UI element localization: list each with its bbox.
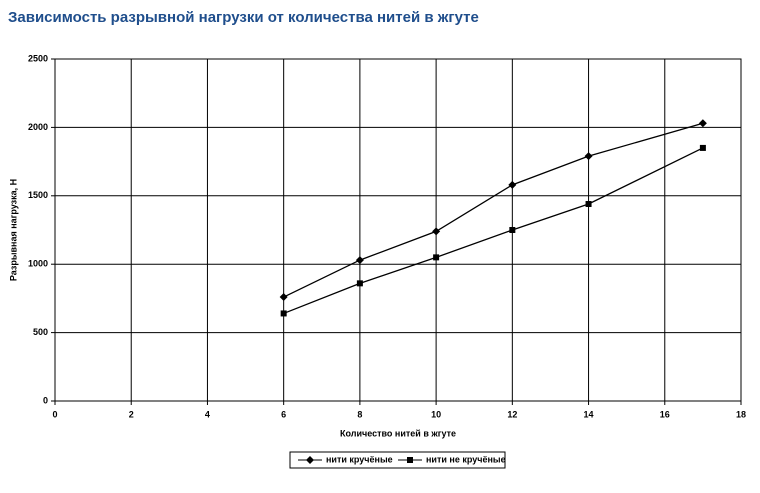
legend-box — [289, 451, 506, 469]
marker — [280, 310, 287, 317]
marker — [355, 256, 364, 265]
x-tick-label: 18 — [736, 409, 746, 419]
line — [283, 147, 704, 315]
marker — [699, 144, 706, 151]
y-axis-label: Разрывная нагрузка, Н — [8, 179, 18, 281]
x-tick-label: 12 — [507, 409, 517, 419]
marker — [508, 180, 517, 189]
marker — [509, 227, 516, 233]
y-tick-label: 0 — [43, 395, 48, 405]
y-tick-label: 2500 — [28, 53, 48, 63]
y-tick-label: 1000 — [28, 259, 48, 269]
y-tick-label: 2000 — [28, 122, 48, 132]
x-tick-label: 16 — [660, 409, 670, 419]
x-tick-label: 2 — [129, 409, 134, 419]
marker — [433, 254, 440, 261]
plot-area — [54, 58, 742, 402]
x-tick-label: 0 — [52, 409, 57, 419]
x-tick-label: 8 — [357, 409, 362, 419]
x-axis-label: Количество нитей в жгуте — [340, 428, 456, 438]
marker — [432, 227, 441, 236]
marker — [279, 293, 288, 302]
marker — [585, 201, 592, 208]
legend-label: нити кручёные — [326, 454, 393, 464]
marker — [584, 152, 593, 161]
x-tick-label: 10 — [431, 409, 441, 419]
x-tick-label: 14 — [584, 409, 594, 419]
x-tick-label: 4 — [205, 409, 210, 419]
line — [283, 122, 704, 298]
marker — [407, 457, 413, 463]
x-tick-label: 6 — [281, 409, 286, 419]
y-tick-label: 1500 — [28, 190, 48, 200]
marker — [306, 456, 314, 464]
marker — [356, 280, 363, 287]
marker — [698, 119, 707, 128]
legend-label: нити не кручёные — [426, 454, 506, 464]
y-tick-label: 500 — [33, 327, 48, 337]
chart-title: Зависимость разрывной нагрузки от количе… — [8, 9, 479, 26]
